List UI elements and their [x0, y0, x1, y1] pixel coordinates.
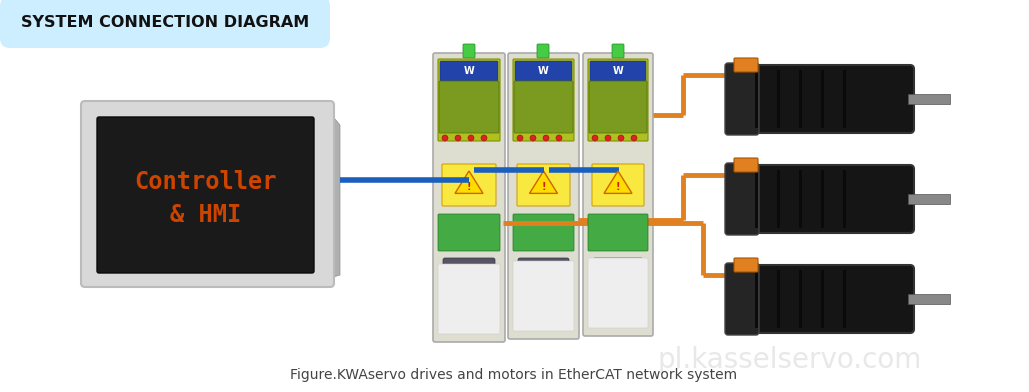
FancyBboxPatch shape [755, 70, 758, 128]
FancyBboxPatch shape [755, 270, 758, 328]
FancyBboxPatch shape [514, 81, 573, 133]
FancyBboxPatch shape [843, 70, 846, 128]
FancyBboxPatch shape [0, 0, 330, 48]
FancyBboxPatch shape [588, 59, 648, 141]
FancyBboxPatch shape [821, 170, 824, 228]
Circle shape [481, 135, 487, 141]
FancyBboxPatch shape [799, 170, 802, 228]
Text: Controller: Controller [134, 170, 277, 194]
FancyBboxPatch shape [589, 81, 647, 133]
FancyBboxPatch shape [81, 101, 334, 287]
FancyBboxPatch shape [821, 270, 824, 328]
FancyBboxPatch shape [583, 53, 653, 336]
FancyBboxPatch shape [508, 53, 579, 339]
Text: W: W [538, 66, 548, 76]
Circle shape [530, 135, 536, 141]
Text: & HMI: & HMI [170, 203, 241, 227]
FancyBboxPatch shape [439, 81, 499, 133]
FancyBboxPatch shape [777, 170, 780, 228]
FancyBboxPatch shape [843, 270, 846, 328]
Circle shape [468, 135, 474, 141]
FancyBboxPatch shape [97, 117, 314, 273]
FancyBboxPatch shape [725, 63, 759, 135]
FancyBboxPatch shape [908, 94, 950, 104]
FancyBboxPatch shape [433, 53, 505, 342]
Polygon shape [330, 113, 340, 278]
Text: !: ! [467, 182, 471, 192]
FancyBboxPatch shape [513, 214, 574, 251]
Circle shape [517, 135, 523, 141]
Text: pl.kasselservo.com: pl.kasselservo.com [658, 346, 922, 374]
FancyBboxPatch shape [513, 261, 574, 331]
FancyBboxPatch shape [593, 258, 643, 290]
FancyBboxPatch shape [442, 164, 496, 206]
Text: !: ! [615, 182, 620, 192]
FancyBboxPatch shape [438, 214, 500, 251]
FancyBboxPatch shape [725, 163, 759, 235]
FancyBboxPatch shape [726, 65, 914, 133]
FancyBboxPatch shape [588, 258, 648, 328]
FancyBboxPatch shape [734, 58, 758, 72]
FancyBboxPatch shape [513, 59, 574, 141]
Polygon shape [604, 171, 632, 193]
Circle shape [556, 135, 562, 141]
Text: !: ! [541, 182, 545, 192]
Circle shape [543, 135, 549, 141]
FancyBboxPatch shape [755, 170, 758, 228]
FancyBboxPatch shape [518, 258, 569, 290]
Circle shape [455, 135, 461, 141]
FancyBboxPatch shape [440, 61, 498, 81]
FancyBboxPatch shape [734, 158, 758, 172]
FancyBboxPatch shape [908, 294, 950, 304]
FancyBboxPatch shape [777, 270, 780, 328]
FancyBboxPatch shape [590, 61, 646, 81]
FancyBboxPatch shape [592, 164, 644, 206]
FancyBboxPatch shape [726, 265, 914, 333]
Text: Figure.KWAservo drives and motors in EtherCAT network system: Figure.KWAservo drives and motors in Eth… [290, 368, 738, 382]
FancyBboxPatch shape [799, 270, 802, 328]
Circle shape [631, 135, 637, 141]
Text: SYSTEM CONNECTION DIAGRAM: SYSTEM CONNECTION DIAGRAM [21, 15, 309, 29]
FancyBboxPatch shape [588, 214, 648, 251]
FancyBboxPatch shape [777, 70, 780, 128]
FancyBboxPatch shape [438, 59, 500, 141]
Text: W: W [612, 66, 624, 76]
FancyBboxPatch shape [726, 165, 914, 233]
Polygon shape [530, 171, 558, 193]
FancyBboxPatch shape [725, 263, 759, 335]
FancyBboxPatch shape [463, 44, 475, 58]
FancyBboxPatch shape [517, 164, 570, 206]
Circle shape [442, 135, 448, 141]
FancyBboxPatch shape [799, 70, 802, 128]
FancyBboxPatch shape [438, 264, 500, 334]
FancyBboxPatch shape [537, 44, 549, 58]
Polygon shape [455, 171, 483, 193]
Circle shape [618, 135, 624, 141]
FancyBboxPatch shape [734, 258, 758, 272]
FancyBboxPatch shape [843, 170, 846, 228]
Circle shape [605, 135, 611, 141]
Circle shape [592, 135, 598, 141]
FancyBboxPatch shape [514, 61, 572, 81]
FancyBboxPatch shape [908, 194, 950, 204]
FancyBboxPatch shape [443, 258, 495, 290]
FancyBboxPatch shape [612, 44, 624, 58]
Text: W: W [464, 66, 474, 76]
FancyBboxPatch shape [821, 70, 824, 128]
